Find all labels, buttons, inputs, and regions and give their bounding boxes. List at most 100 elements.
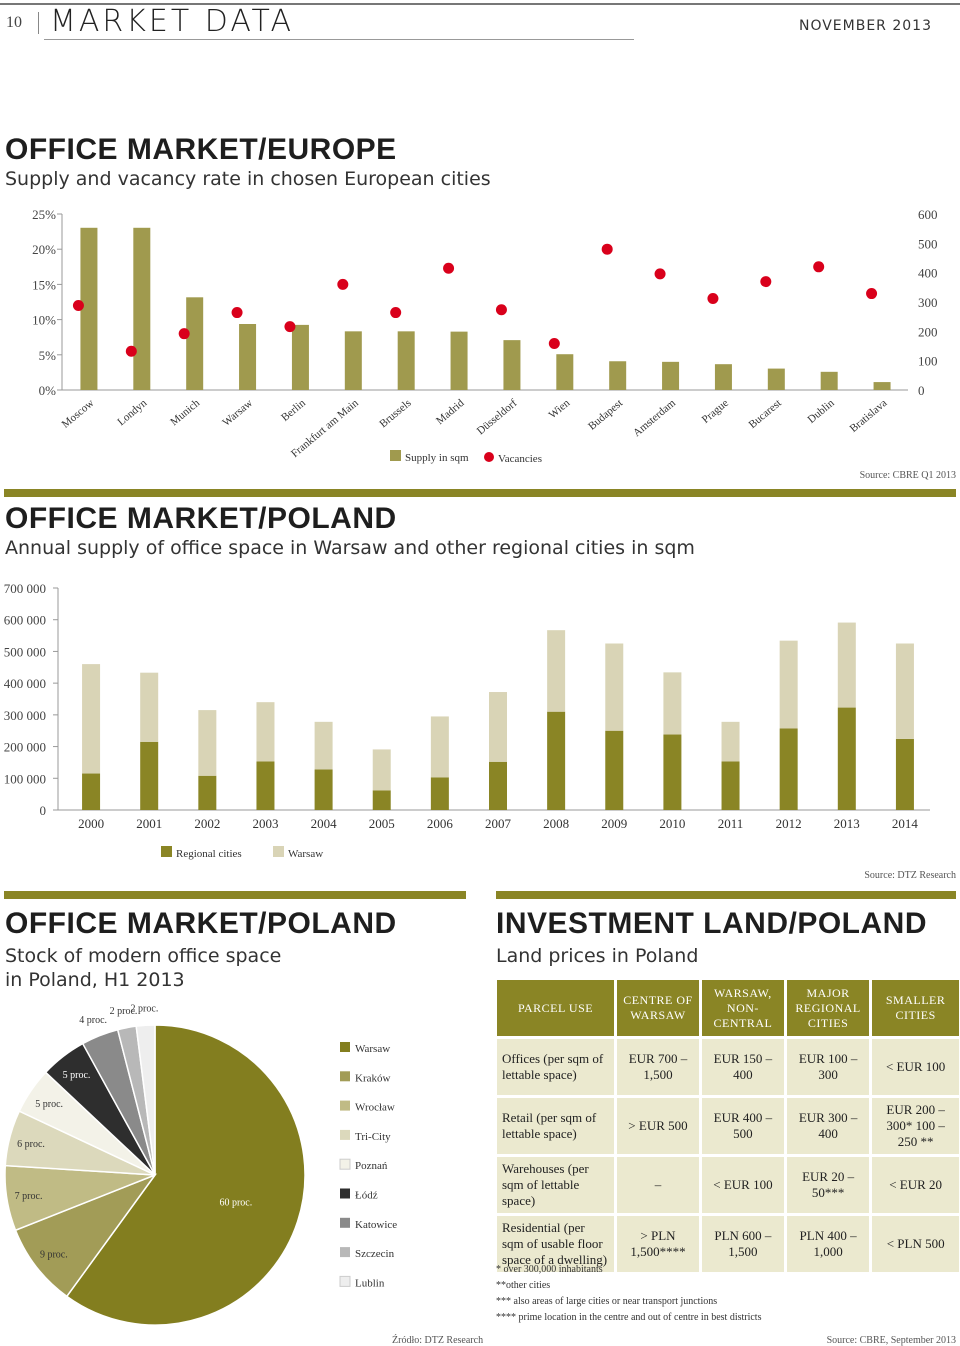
y-tick-label-right: 600: [918, 207, 938, 222]
x-tick-label: Amsterdam: [631, 397, 678, 439]
y-tick-label-left: 20%: [32, 242, 56, 257]
table-cell: –: [617, 1157, 699, 1213]
land-title: INVESTMENT LAND/POLAND: [496, 907, 927, 940]
y-tick-label: 300 000: [4, 708, 46, 723]
section-divider: [4, 489, 956, 497]
page-number: 10: [6, 14, 22, 31]
warsaw-bar: [605, 643, 624, 731]
pie-value-label: 7 proc.: [15, 1191, 43, 1202]
supply-bar: [133, 227, 151, 390]
supply-bar: [397, 331, 415, 390]
legend-label: Szczecin: [355, 1248, 395, 1260]
legend-label: Poznań: [355, 1160, 388, 1172]
table-row: Residential (per sqm of usable floor spa…: [497, 1216, 959, 1272]
y-tick-label-left: 10%: [32, 313, 56, 328]
y-tick-label: 100 000: [4, 771, 46, 786]
legend-label: Kraków: [355, 1072, 390, 1084]
legend-swatch: [340, 1100, 350, 1111]
table-cell: Warehouses (per sqm of lettable space): [497, 1157, 615, 1213]
poland-supply-subtitle: Annual supply of office space in Warsaw …: [5, 537, 695, 559]
y-tick-label-right: 400: [918, 266, 938, 281]
table-cell: > PLN 1,500****: [617, 1216, 699, 1272]
pie-slice: [135, 1024, 156, 1176]
regional-bar: [779, 728, 798, 810]
y-tick-label-left: 5%: [39, 348, 57, 363]
pie-value-label: 2 proc.: [110, 1006, 138, 1017]
regional-bar: [663, 734, 682, 810]
issue-date: NOVEMBER 2013: [798, 18, 932, 34]
x-tick-label: Düsseldorf: [475, 397, 520, 437]
legend-label-vacancy: Vacancies: [498, 453, 542, 465]
table-cell: < EUR 20: [872, 1157, 959, 1213]
x-tick-label: 2014: [892, 816, 919, 831]
supply-bar: [714, 364, 732, 390]
y-tick-label-right: 0: [918, 383, 925, 398]
y-tick-label: 0: [40, 803, 47, 818]
x-tick-label: 2002: [194, 816, 220, 831]
europe-chart: 25% 20% 15% 10% 5% 0% 600 500 400 300 200 100 0 Mosco…: [32, 207, 938, 465]
poland-supply-title: OFFICE MARKET/POLAND: [5, 502, 397, 535]
legend-label: Warsaw: [355, 1043, 390, 1055]
warsaw-bar: [779, 640, 798, 729]
legend-label: Wrocław: [355, 1102, 395, 1114]
warsaw-bar: [837, 622, 856, 708]
regional-bar: [314, 769, 333, 810]
top-rule: [0, 3, 960, 5]
legend-label: Katowice: [355, 1219, 397, 1231]
regional-bar: [489, 761, 507, 810]
pie-value-label: 5 proc.: [63, 1070, 91, 1081]
table-cell: < EUR 100: [872, 1039, 959, 1095]
warsaw-bar: [663, 672, 682, 735]
footnote-1: * over 300,000 inhabitants: [496, 1264, 603, 1275]
warsaw-bar: [372, 749, 391, 791]
table-header-row: PARCEL USE CENTRE OF WARSAW WARSAW, NON-…: [497, 980, 959, 1036]
legend-label: Łódź: [355, 1190, 378, 1202]
footnote-4: **** prime location in the centre and ou…: [496, 1312, 762, 1323]
y-tick-label-left: 0%: [39, 383, 57, 398]
europe-source: Source: CBRE Q1 2013: [859, 470, 956, 481]
x-tick-label: Warsaw: [220, 397, 255, 429]
vacancy-point: [337, 278, 349, 290]
y-tick-label: 600 000: [4, 613, 46, 628]
warsaw-bar: [721, 721, 740, 762]
regional-bar: [547, 711, 566, 810]
pie-value-label: 60 proc.: [219, 1197, 252, 1208]
x-tick-label: Londyn: [115, 397, 149, 429]
poland-stock-source: Źródło: DTZ Research: [392, 1335, 484, 1346]
table-cell: EUR 300 – 400: [786, 1098, 870, 1154]
legend-swatch: [340, 1247, 350, 1258]
supply-bar: [344, 331, 362, 390]
x-tick-label: 2001: [136, 816, 162, 831]
legend-swatch: [340, 1129, 350, 1140]
europe-title: OFFICE MARKET/EUROPE: [5, 133, 397, 166]
pie-value-label: 6 proc.: [17, 1139, 45, 1150]
poland-supply-source: Source: DTZ Research: [864, 870, 956, 881]
footnote-2: **other cities: [496, 1280, 551, 1291]
legend-swatch: [340, 1042, 350, 1052]
table-row: Retail (per sqm of lettable space) > EUR…: [497, 1098, 959, 1154]
section-divider-left: [4, 891, 466, 899]
supply-bar: [609, 361, 627, 390]
legend-swatch-vacancy: [484, 452, 494, 462]
vacancy-point: [707, 292, 719, 304]
supply-bar: [873, 382, 891, 390]
x-tick-label: 2011: [718, 816, 744, 831]
table-cell: EUR 100 – 300: [786, 1039, 870, 1095]
legend-swatch-regional: [161, 846, 172, 857]
table-cell: < EUR 100: [701, 1157, 784, 1213]
warsaw-bar: [895, 643, 914, 739]
land-source: Source: CBRE, September 2013: [826, 1335, 956, 1346]
supply-bar: [556, 354, 574, 390]
x-tick-label: 2005: [369, 816, 395, 831]
legend-swatch: [340, 1071, 350, 1082]
x-tick-label: Berlin: [279, 397, 308, 424]
section-title: MARKET DATA: [50, 4, 295, 39]
y-tick-label-left: 25%: [32, 207, 56, 222]
supply-bar: [239, 324, 257, 390]
legend-swatch-supply: [390, 450, 401, 461]
vacancy-point: [760, 276, 772, 288]
vacancy-point: [178, 328, 190, 340]
x-tick-label: 2009: [601, 816, 627, 831]
y-tick-label: 700 000: [4, 581, 46, 596]
warsaw-bar: [547, 630, 566, 712]
